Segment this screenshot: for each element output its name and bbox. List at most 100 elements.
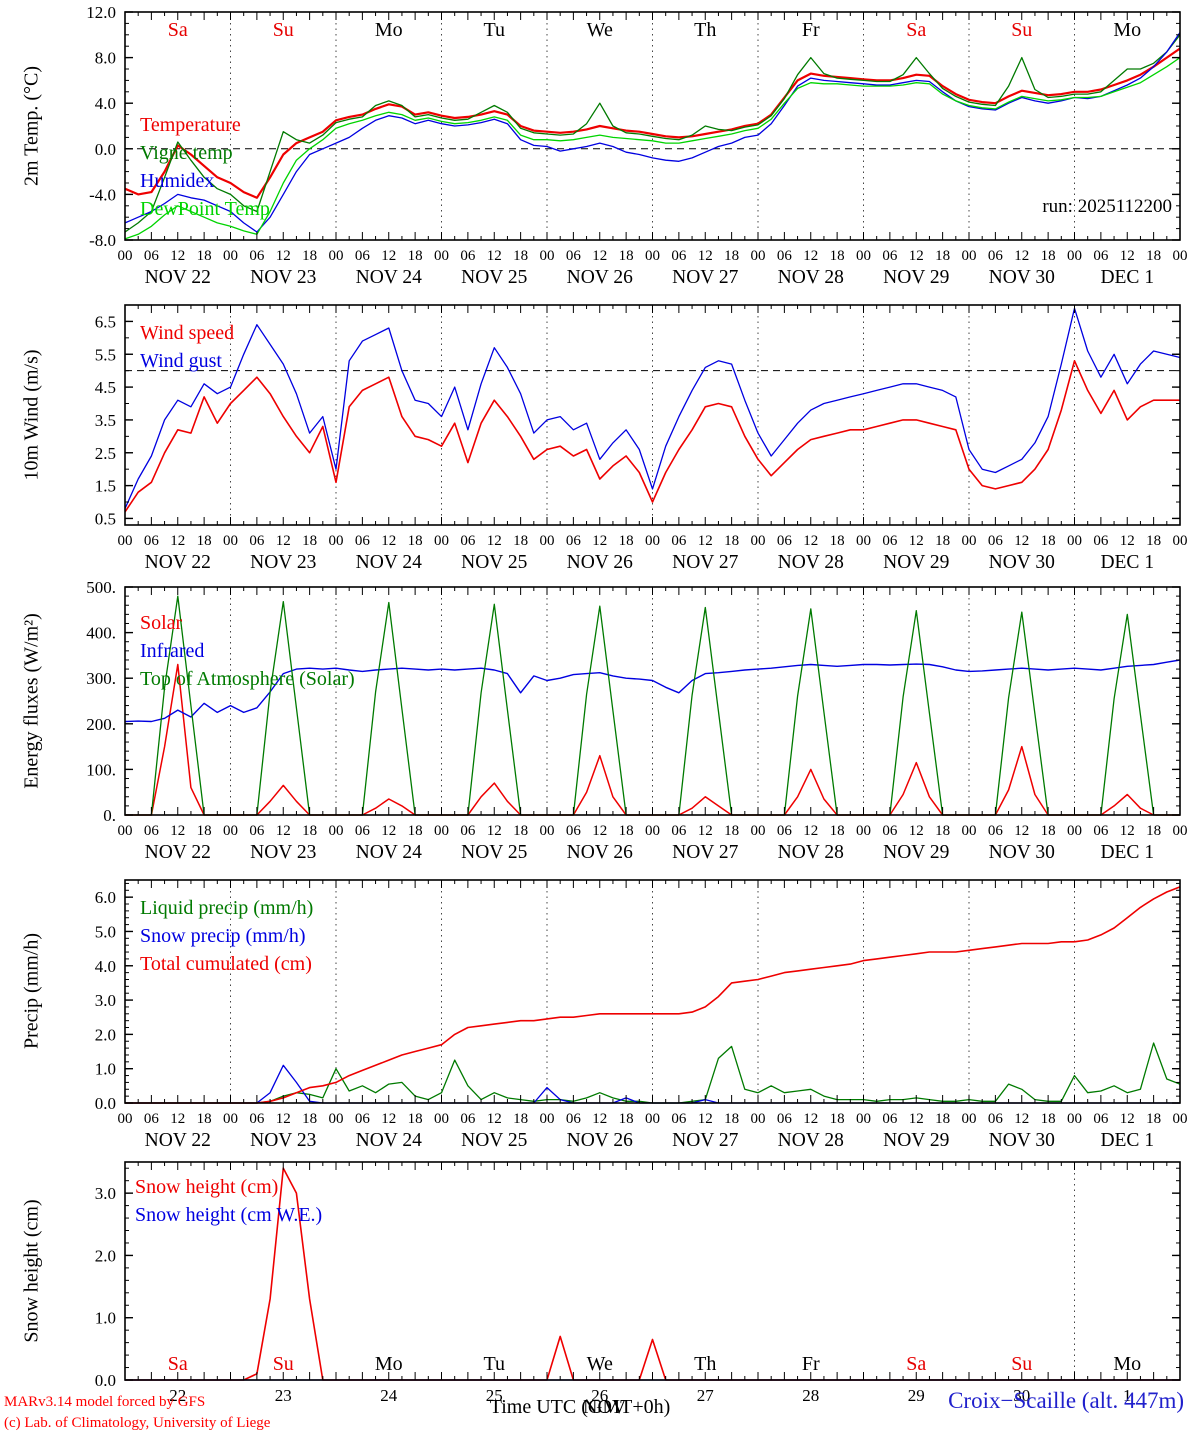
date-label: NOV 22 xyxy=(145,842,211,863)
hour-tick-label: 18 xyxy=(1041,248,1056,264)
hour-tick-label: 12 xyxy=(170,248,185,264)
hour-tick-label: 00 xyxy=(645,533,660,549)
hour-tick-label: 00 xyxy=(1173,1111,1188,1127)
panel-snow-height: 0.0 1.0 2.0 3.0 22 23 24 25 26 27 28 29 30 1 Sa Su Mo Tu W… xyxy=(95,1161,1181,1405)
hour-tick-label: 06 xyxy=(671,1111,687,1127)
y-tick-label: 6.0 xyxy=(95,888,116,907)
hour-tick-label: 18 xyxy=(1041,823,1056,839)
day-name-label: Tu xyxy=(483,19,505,41)
y-tick-label: -4.0 xyxy=(89,185,116,204)
hour-tick-label: 00 xyxy=(329,533,344,549)
hour-tick-label: 12 xyxy=(487,533,502,549)
date-label: NOV 22 xyxy=(145,1130,211,1151)
hour-tick-label: 06 xyxy=(566,1111,582,1127)
hour-tick-label: 18 xyxy=(935,533,950,549)
y-tick-label: 0.0 xyxy=(95,1371,116,1390)
date-label: NOV 24 xyxy=(356,1130,423,1151)
day-number-label: 22 xyxy=(169,1386,186,1405)
date-label: NOV 26 xyxy=(567,552,634,573)
day-name-label: Th xyxy=(694,19,716,41)
y-tick-label: 8.0 xyxy=(95,49,116,68)
station-label: Croix−Scaille (alt. 447m) xyxy=(948,1388,1184,1413)
panel-wind: 0.5 1.5 2.5 3.5 4.5 5.5 6.5 00 06 12 18 00 06 12 18 00 0… xyxy=(95,304,1188,573)
y-tick-label: 0. xyxy=(103,806,116,825)
hour-tick-label: 06 xyxy=(988,823,1004,839)
hour-tick-label: 18 xyxy=(935,248,950,264)
hour-tick-label: 12 xyxy=(909,533,924,549)
y-tick-label: 0.0 xyxy=(95,1094,116,1113)
date-label: NOV 27 xyxy=(672,1130,739,1151)
y-axis-label-precip: Precip (mm/h) xyxy=(20,932,43,1050)
y-axis-label-temperature: 2m Temp. (°C) xyxy=(20,65,43,187)
y-tick-label: 500. xyxy=(86,578,116,597)
hour-tick-label: 12 xyxy=(592,1111,607,1127)
date-label: DEC 1 xyxy=(1100,267,1154,288)
hour-tick-label: 12 xyxy=(276,823,291,839)
hour-tick-label: 12 xyxy=(1120,1111,1135,1127)
y-tick-label: -8.0 xyxy=(89,231,116,250)
date-label: NOV 30 xyxy=(989,1130,1055,1151)
hour-tick-label: 00 xyxy=(540,248,555,264)
y-tick-label: 1.5 xyxy=(95,477,116,496)
hour-tick-label: 00 xyxy=(223,1111,238,1127)
legend-solar: Solar xyxy=(140,612,183,634)
hour-tick-label: 00 xyxy=(1067,248,1082,264)
day-name-label: Tu xyxy=(483,1353,505,1375)
legend-liquid-precip: Liquid precip (mm/h) xyxy=(140,897,314,919)
day-name-label: Mo xyxy=(1113,19,1141,41)
hour-tick-label: 12 xyxy=(698,823,713,839)
day-name-label: Mo xyxy=(375,19,403,41)
y-tick-label: 300. xyxy=(86,669,116,688)
hour-tick-label: 12 xyxy=(170,1111,185,1127)
legend-snow-height: Snow height (cm) xyxy=(135,1176,279,1198)
hour-tick-label: 06 xyxy=(144,248,160,264)
hour-tick-label: 06 xyxy=(777,1111,793,1127)
hour-tick-label: 12 xyxy=(1014,248,1029,264)
date-label: NOV 29 xyxy=(883,842,949,863)
hour-tick-label: 00 xyxy=(751,1111,766,1127)
hour-tick-label: 18 xyxy=(724,823,739,839)
hour-tick-label: 12 xyxy=(909,248,924,264)
hour-tick-label: 12 xyxy=(909,1111,924,1127)
legend-total-cumulated: Total cumulated (cm) xyxy=(140,953,312,975)
hour-tick-label: 00 xyxy=(223,533,238,549)
date-label: NOV 27 xyxy=(672,267,739,288)
hour-tick-label: 12 xyxy=(909,823,924,839)
date-label: DEC 1 xyxy=(1100,1130,1154,1151)
hour-tick-label: 06 xyxy=(1093,823,1109,839)
hour-tick-label: 18 xyxy=(1146,1111,1161,1127)
day-number-label: 23 xyxy=(275,1386,292,1405)
date-label: NOV 30 xyxy=(989,842,1055,863)
hour-tick-label: 18 xyxy=(724,1111,739,1127)
hour-tick-label: 06 xyxy=(1093,248,1109,264)
hour-tick-label: 18 xyxy=(619,823,634,839)
hour-tick-label: 00 xyxy=(329,1111,344,1127)
hour-tick-label: 00 xyxy=(751,533,766,549)
hour-tick-label: 18 xyxy=(513,533,528,549)
hour-tick-label: 06 xyxy=(882,1111,898,1127)
hour-tick-label: 18 xyxy=(619,533,634,549)
hour-tick-label: 00 xyxy=(118,248,133,264)
hour-tick-label: 18 xyxy=(302,1111,317,1127)
hour-tick-label: 18 xyxy=(619,1111,634,1127)
hour-tick-label: 00 xyxy=(856,248,871,264)
hour-tick-label: 00 xyxy=(434,823,449,839)
hour-tick-label: 06 xyxy=(882,533,898,549)
hour-tick-label: 18 xyxy=(1041,1111,1056,1127)
hour-tick-label: 06 xyxy=(988,533,1004,549)
date-label: NOV 23 xyxy=(250,1130,316,1151)
hour-tick-label: 18 xyxy=(1146,823,1161,839)
date-label: NOV 25 xyxy=(461,552,527,573)
hour-tick-label: 12 xyxy=(1120,533,1135,549)
series-line xyxy=(125,595,1180,816)
hour-tick-label: 12 xyxy=(1120,823,1135,839)
day-name-label: We xyxy=(587,1353,613,1375)
hour-tick-label: 18 xyxy=(302,533,317,549)
hour-tick-label: 12 xyxy=(698,1111,713,1127)
hour-tick-label: 06 xyxy=(566,823,582,839)
hour-tick-label: 06 xyxy=(355,533,371,549)
date-label: NOV 26 xyxy=(567,842,634,863)
hour-tick-label: 18 xyxy=(830,533,845,549)
hour-tick-label: 00 xyxy=(962,248,977,264)
